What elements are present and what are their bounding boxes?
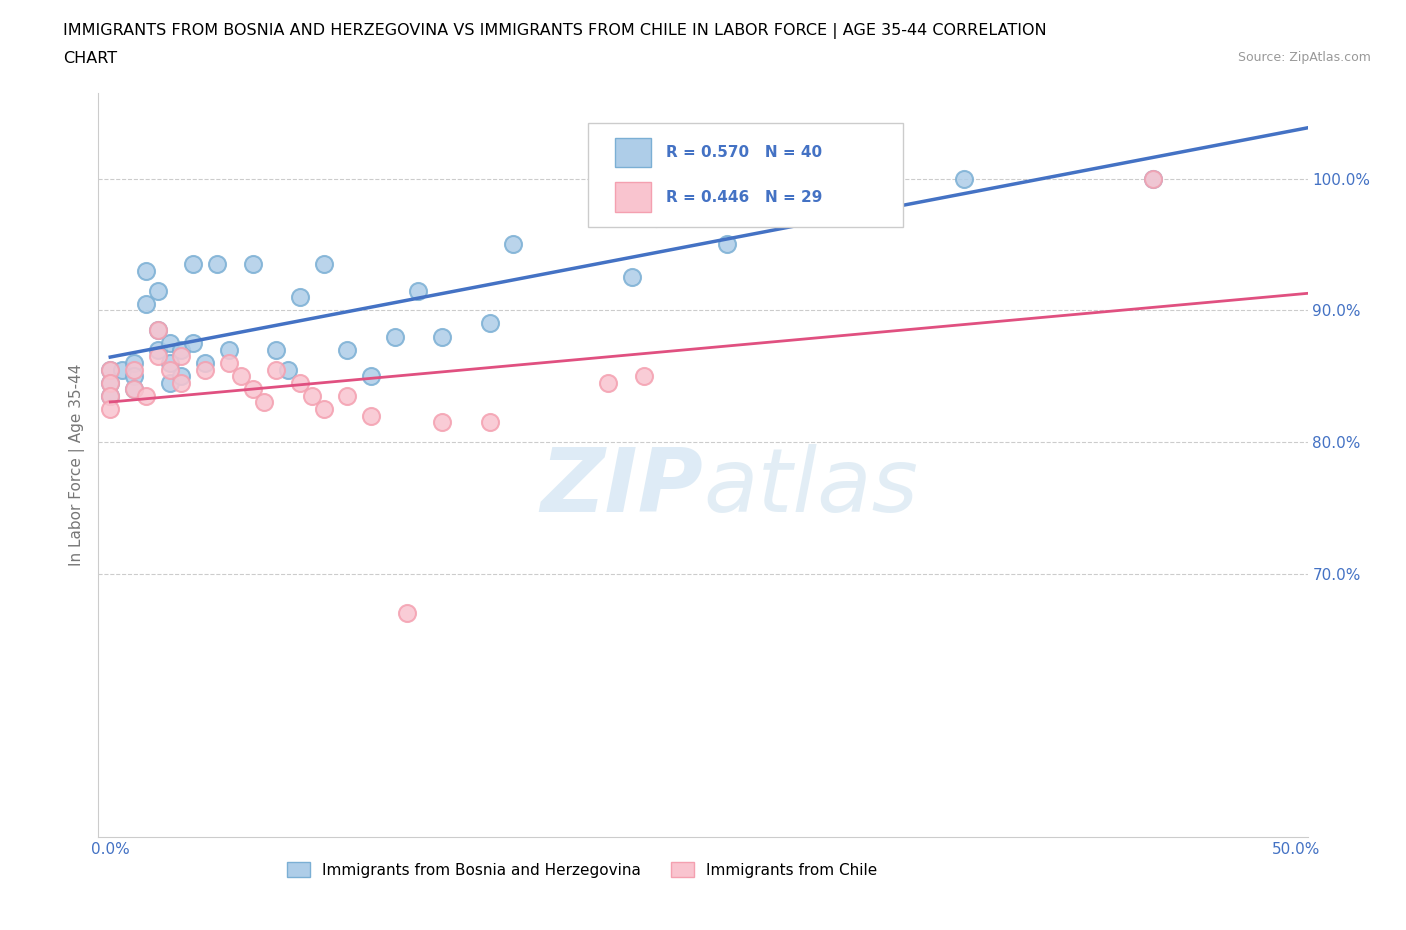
Point <box>277 362 299 377</box>
Point <box>644 211 666 226</box>
Point <box>952 171 974 186</box>
Point <box>432 415 454 430</box>
Point <box>395 605 418 620</box>
Point <box>122 362 145 377</box>
Point <box>205 257 228 272</box>
Point <box>98 402 121 417</box>
Point <box>194 362 217 377</box>
Point <box>384 329 406 344</box>
Point <box>253 395 276 410</box>
Point <box>312 402 335 417</box>
Point <box>478 415 501 430</box>
Point <box>360 368 382 383</box>
Point <box>122 368 145 383</box>
Point <box>98 362 121 377</box>
Point <box>1142 171 1164 186</box>
Text: IMMIGRANTS FROM BOSNIA AND HERZEGOVINA VS IMMIGRANTS FROM CHILE IN LABOR FORCE |: IMMIGRANTS FROM BOSNIA AND HERZEGOVINA V… <box>63 23 1047 39</box>
Point <box>432 329 454 344</box>
Point <box>122 355 145 370</box>
Point <box>301 389 323 404</box>
FancyBboxPatch shape <box>614 182 651 212</box>
FancyBboxPatch shape <box>614 138 651 167</box>
Point <box>170 368 193 383</box>
Text: atlas: atlas <box>703 445 918 530</box>
Point <box>336 389 359 404</box>
Point <box>181 336 204 351</box>
Point <box>135 297 157 312</box>
Text: R = 0.570   N = 40: R = 0.570 N = 40 <box>665 145 821 160</box>
Point <box>159 376 181 391</box>
Point <box>146 349 169 364</box>
Point <box>122 382 145 397</box>
FancyBboxPatch shape <box>588 123 903 227</box>
Point <box>478 316 501 331</box>
Point <box>146 323 169 338</box>
Point <box>1142 171 1164 186</box>
Point <box>146 342 169 357</box>
Point <box>264 342 287 357</box>
Point <box>288 289 311 304</box>
Point <box>135 263 157 278</box>
Point <box>242 257 264 272</box>
Point <box>692 184 714 199</box>
Point <box>111 362 134 377</box>
Point <box>229 368 252 383</box>
Y-axis label: In Labor Force | Age 35-44: In Labor Force | Age 35-44 <box>69 364 86 566</box>
Point <box>716 237 738 252</box>
Point <box>288 376 311 391</box>
Point <box>146 283 169 298</box>
Point <box>159 336 181 351</box>
Text: R = 0.446   N = 29: R = 0.446 N = 29 <box>665 190 823 205</box>
Legend: Immigrants from Bosnia and Herzegovina, Immigrants from Chile: Immigrants from Bosnia and Herzegovina, … <box>278 854 886 885</box>
Point <box>122 382 145 397</box>
Text: CHART: CHART <box>63 51 117 66</box>
Point <box>98 389 121 404</box>
Point <box>98 362 121 377</box>
Point <box>181 257 204 272</box>
Point <box>242 382 264 397</box>
Point <box>408 283 430 298</box>
Point <box>502 237 524 252</box>
Point <box>598 376 620 391</box>
Point <box>620 270 643 285</box>
Point <box>336 342 359 357</box>
Point <box>170 349 193 364</box>
Point <box>218 355 240 370</box>
Point <box>159 362 181 377</box>
Point <box>98 389 121 404</box>
Point <box>170 376 193 391</box>
Point <box>159 355 181 370</box>
Point <box>135 389 157 404</box>
Point <box>146 323 169 338</box>
Point <box>98 376 121 391</box>
Point <box>98 376 121 391</box>
Point <box>170 342 193 357</box>
Point <box>264 362 287 377</box>
Point <box>360 408 382 423</box>
Point <box>633 368 655 383</box>
Point <box>218 342 240 357</box>
Point <box>194 355 217 370</box>
Point <box>312 257 335 272</box>
Text: ZIP: ZIP <box>540 444 703 531</box>
Text: Source: ZipAtlas.com: Source: ZipAtlas.com <box>1237 51 1371 64</box>
